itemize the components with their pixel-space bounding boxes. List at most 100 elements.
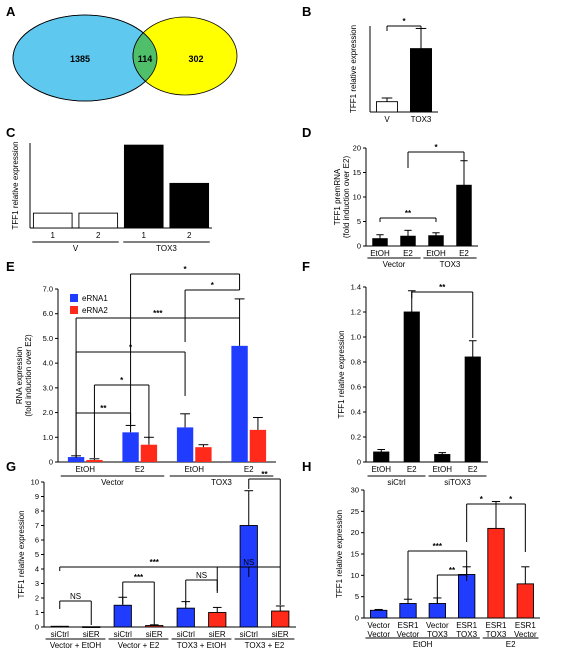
y-tick-label: 20 <box>351 528 359 537</box>
group-label: siCtrl <box>387 478 405 487</box>
y-axis-title: RNA expression <box>15 347 24 404</box>
y-tick-label: 15 <box>353 168 361 177</box>
y-axis-title: TFF1 relative expression <box>349 25 358 113</box>
x-tick-label: Vector <box>367 621 390 630</box>
group-label: TOX3 + E2 <box>245 641 285 650</box>
y-tick-label: 1.0 <box>43 433 53 442</box>
y-tick-label: 0.6 <box>351 383 361 392</box>
panel-label-A: A <box>6 4 16 19</box>
venn-outline <box>12 14 158 102</box>
bar-eRNA2-1 <box>140 444 158 462</box>
panel-F: 0 0.2 0.4 0.6 0.8 1.0 1.2 1.4 TFF1 relative expr… <box>337 283 488 487</box>
group-label: TOX3 <box>440 260 461 269</box>
bar-F-1 <box>403 311 420 463</box>
panel-label-G: G <box>6 459 16 474</box>
y-tick-label: 20 <box>353 144 361 153</box>
group-label: Vector <box>101 478 124 487</box>
legend-label: eRNA1 <box>82 294 108 303</box>
x-tick-label: TOX3 <box>456 630 477 639</box>
x-tick-label: E2 <box>459 249 469 258</box>
x-tick-label: 2 <box>96 231 101 240</box>
y-tick-label: 1.4 <box>351 283 361 292</box>
y-tick-label: 5 <box>357 217 361 226</box>
bar-eRNA2-3 <box>249 429 267 462</box>
bar-B-1 <box>410 48 432 113</box>
group-label: Vector + EtOH <box>50 641 102 650</box>
venn-overlap <box>132 16 157 96</box>
x-tick-label: TOX3 <box>427 630 448 639</box>
legend-swatch <box>70 294 78 302</box>
bar-H-2 <box>428 603 446 619</box>
bar-B-0 <box>376 101 398 113</box>
significance-label: ** <box>449 566 456 575</box>
x-tick-label: siER <box>83 630 100 639</box>
y-tick-label: 5 <box>35 550 39 559</box>
y-tick-label: 15 <box>351 550 359 559</box>
y-axis-title: TFF1 premRNA <box>333 168 342 225</box>
x-tick-label: siCtrl <box>177 630 195 639</box>
x-tick-label: Vector <box>397 630 420 639</box>
panel-C: TFF1 relative expression 1 2 1 2 V TOX3 <box>11 141 212 253</box>
bar-eRNA2-2 <box>195 447 212 462</box>
y-tick-label: 0 <box>35 623 39 632</box>
x-tick-label: siER <box>272 630 289 639</box>
significance-label: *** <box>433 542 443 551</box>
y-tick-label: 1.2 <box>351 308 361 317</box>
y-tick-label: 4.0 <box>43 359 53 368</box>
bar-C-3 <box>169 182 210 229</box>
x-tick-label: 1 <box>142 231 147 240</box>
bar-H-3 <box>458 574 476 619</box>
bar-F-2 <box>434 454 451 463</box>
group-label: Vector + E2 <box>118 641 160 650</box>
bar-G-1 <box>82 626 101 628</box>
significance-label: *** <box>150 558 160 567</box>
x-tick-label: 2 <box>187 231 192 240</box>
x-tick-label: ESR1 <box>456 621 477 630</box>
bar-H-4 <box>487 527 505 619</box>
bar-F-3 <box>464 356 481 463</box>
x-tick-label: V <box>384 115 390 124</box>
x-tick-label: E2 <box>403 249 413 258</box>
significance-label: * <box>120 376 124 385</box>
x-tick-label: ESR1 <box>486 621 507 630</box>
significance-label: ** <box>405 209 412 218</box>
y-tick-label: 4 <box>35 565 39 574</box>
bar-D-0 <box>372 238 388 247</box>
panel-B: TFF1 relative expression V TOX3 * <box>349 17 438 124</box>
y-tick-label: 0 <box>49 458 53 467</box>
group-label: E2 <box>506 640 516 649</box>
x-tick-label: E2 <box>135 465 145 474</box>
y-tick-label: 6.0 <box>43 309 53 318</box>
y-tick-label: 7 <box>35 521 39 530</box>
x-tick-label: siCtrl <box>240 630 258 639</box>
panel-label-F: F <box>302 259 310 274</box>
y-tick-label: 10 <box>31 478 39 487</box>
y-tick-label: 2 <box>35 594 39 603</box>
panel-label-H: H <box>302 459 311 474</box>
group-label: TOX3 <box>211 478 232 487</box>
group-label: Vector <box>383 260 406 269</box>
y-axis-title: TFF1 relative expression <box>335 510 344 598</box>
bar-G-2 <box>113 604 132 628</box>
x-tick-label: EtOH <box>75 465 95 474</box>
y-axis-title-2: (fold induction over E2) <box>342 156 351 239</box>
x-tick-label: EtOH <box>184 465 204 474</box>
significance-label: * <box>184 265 188 274</box>
y-tick-label: 5.0 <box>43 334 53 343</box>
y-tick-label: 0.2 <box>351 433 361 442</box>
significance-label: ** <box>261 470 268 479</box>
y-tick-label: 0.8 <box>351 358 361 367</box>
x-tick-label: E2 <box>244 465 254 474</box>
bar-eRNA1-0 <box>67 457 85 462</box>
significance-label: *** <box>153 309 163 318</box>
y-tick-label: 10 <box>351 571 359 580</box>
bar-G-7 <box>271 610 290 628</box>
significance-label: * <box>509 495 513 504</box>
y-tick-label: 8 <box>35 507 39 516</box>
bar-G-3 <box>145 625 164 628</box>
group-label: V <box>73 244 79 253</box>
y-tick-label: 2.0 <box>43 408 53 417</box>
bar-G-4 <box>176 607 195 628</box>
panel-label-C: C <box>6 125 16 140</box>
